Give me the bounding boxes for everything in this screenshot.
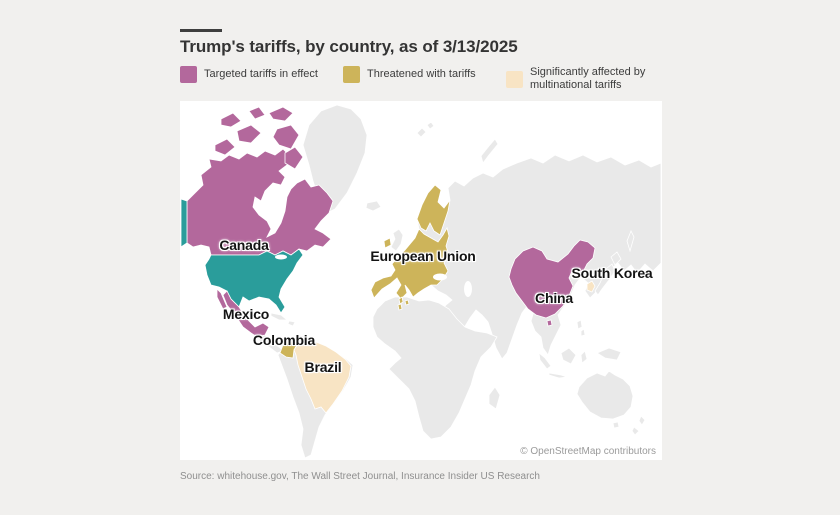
philippines-shape (576, 319, 586, 337)
mediterranean-islands-shape (397, 296, 410, 311)
south-korea-shape (586, 280, 596, 293)
canada-arctic-islands-shape (214, 106, 304, 170)
world-map: Canada European Union South Korea China … (180, 101, 662, 461)
legend-item-threatened: Threatened with tariffs (343, 66, 506, 83)
ireland-shape (383, 237, 392, 249)
source-text: Source: whitehouse.gov, The Wall Street … (180, 471, 540, 482)
mexico-shape (216, 288, 270, 338)
targeted-color-swatch (180, 66, 197, 83)
brazil-shape (293, 338, 352, 415)
scandinavia-shape (416, 184, 451, 236)
sakhalin-shape (626, 230, 635, 253)
content-column: Trump's tariffs, by country, as of 3/13/… (180, 0, 662, 461)
china-shape (508, 239, 596, 327)
osm-attribution-link[interactable]: © OpenStreetMap contributors (520, 446, 656, 458)
world-map-svg (180, 104, 662, 459)
caribbean-shape (270, 312, 296, 327)
map-label-colombia: Colombia (252, 332, 316, 349)
tasmania-new-zealand-shape (612, 415, 646, 436)
indonesia-shape (538, 347, 622, 379)
map-label-china: China (535, 290, 573, 307)
great-britain-shape (390, 228, 404, 252)
legend: Targeted tariffs in effect Threatened wi… (180, 66, 662, 92)
africa-shape (372, 296, 498, 440)
united-states-shape (204, 248, 304, 315)
map-label-european-union: European Union (370, 248, 476, 265)
threatened-color-swatch (343, 66, 360, 83)
affected-color-swatch (506, 70, 523, 88)
title-rule (180, 29, 222, 32)
colombia-shape (279, 336, 299, 359)
legend-label-threatened: Threatened with tariffs (367, 67, 476, 80)
iceland-shape (365, 200, 382, 212)
alaska-shape (180, 198, 188, 249)
madagascar-shape (488, 386, 501, 411)
caspian-sea-shape (464, 281, 472, 298)
map-label-brazil: Brazil (304, 359, 342, 376)
map-label-canada: Canada (219, 237, 269, 254)
great-lakes-shape (275, 254, 287, 260)
svalbard-shape (416, 121, 435, 138)
novaya-zemlya-shape (480, 138, 499, 165)
map-label-mexico: Mexico (222, 306, 270, 323)
map-label-south-korea: South Korea (571, 265, 653, 282)
japan-shape (594, 251, 622, 297)
legend-label-affected: Significantly affected by multinational … (530, 66, 646, 92)
black-sea-shape (433, 273, 447, 281)
legend-label-targeted: Targeted tariffs in effect (204, 67, 318, 80)
australia-shape (576, 370, 634, 420)
legend-item-affected: Significantly affected by multinational … (506, 66, 662, 92)
legend-item-targeted: Targeted tariffs in effect (180, 66, 343, 83)
page-title: Trump's tariffs, by country, as of 3/13/… (180, 37, 518, 56)
